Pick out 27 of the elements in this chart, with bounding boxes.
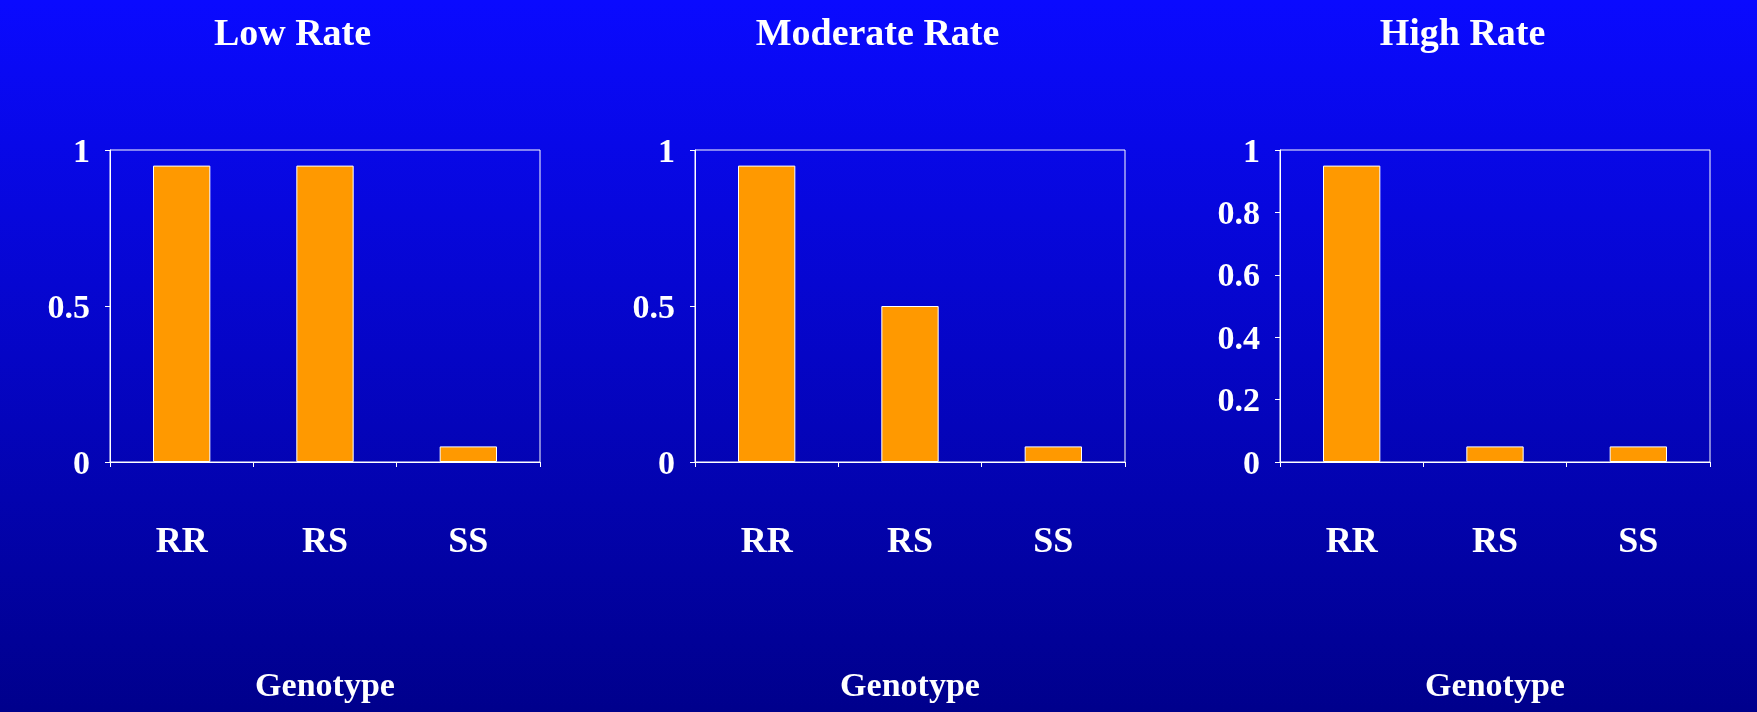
y-tick-label: 0 <box>1243 443 1260 481</box>
x-axis-title: Genotype <box>840 665 980 703</box>
y-tick-label: 0.6 <box>1217 256 1260 294</box>
chart-title: Low Rate <box>213 11 372 53</box>
x-axis-title: Genotype <box>255 665 395 703</box>
y-tick-label: 0 <box>658 443 675 481</box>
x-tick-label: RR <box>740 520 794 560</box>
y-tick-label: 0.8 <box>1217 193 1260 231</box>
y-tick-label: 1 <box>1243 131 1260 169</box>
x-tick-label: RR <box>155 520 209 560</box>
y-tick-label: 0 <box>73 443 90 481</box>
x-tick-label: RS <box>886 520 934 560</box>
y-tick-label: 0.4 <box>1217 318 1260 356</box>
y-tick-label: 0.2 <box>1217 381 1260 419</box>
y-tick-label: 1 <box>73 131 90 169</box>
x-tick-label: SS <box>448 520 489 560</box>
x-tick-label: SS <box>1033 520 1074 560</box>
x-tick-label: SS <box>1618 520 1659 560</box>
chart-title: Moderate Rate <box>755 11 1000 53</box>
y-tick-label: 0.5 <box>47 287 90 325</box>
x-tick-label: RR <box>1325 520 1379 560</box>
chart-title: High Rate <box>1379 11 1546 53</box>
x-axis-title: Genotype <box>1425 665 1565 703</box>
x-tick-label: RS <box>1471 520 1519 560</box>
y-tick-label: 0.5 <box>632 287 675 325</box>
x-tick-label: RS <box>301 520 349 560</box>
y-tick-label: 1 <box>658 131 675 169</box>
